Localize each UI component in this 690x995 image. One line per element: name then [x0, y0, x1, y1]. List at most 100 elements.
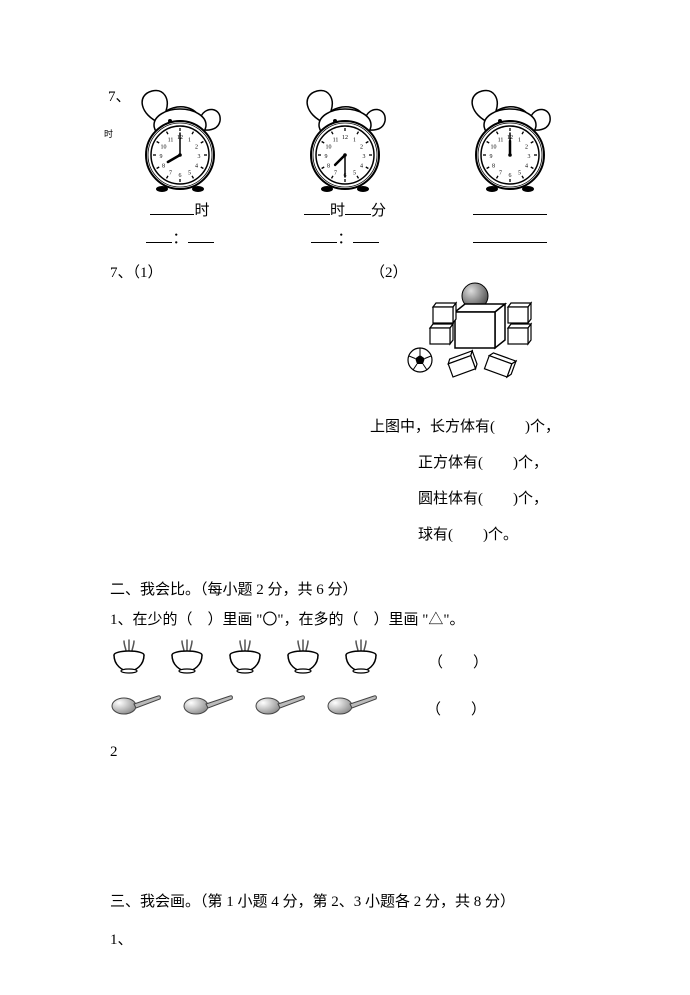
spoon-item: [326, 690, 378, 729]
paren-blank-spoons[interactable]: （ ）: [426, 695, 486, 725]
svg-text:7: 7: [334, 170, 337, 176]
svg-text:4: 4: [525, 164, 528, 170]
answer-line-1: 时: [125, 199, 235, 223]
spoon-icon: [110, 690, 162, 718]
svg-text:4: 4: [195, 164, 198, 170]
svg-text:7: 7: [499, 170, 502, 176]
bowl-item: [284, 639, 322, 686]
clock-column: 7、时 123456789101112 时：: [110, 85, 250, 251]
svg-text:10: 10: [491, 145, 497, 151]
rabbit-clock-icon: 123456789101112: [460, 85, 560, 195]
svg-text:8: 8: [327, 164, 330, 170]
svg-text:9: 9: [490, 154, 493, 160]
spoon-item: [254, 690, 306, 729]
svg-text:1: 1: [518, 138, 521, 144]
bowl-item: [342, 639, 380, 686]
shape-line-cuboid: 上图中，长方体有( )个，: [370, 409, 580, 445]
svg-text:9: 9: [325, 154, 328, 160]
bowl-icon: [342, 639, 380, 675]
robot-figure: [370, 282, 580, 397]
svg-text:3: 3: [528, 154, 531, 160]
q7b-right: （2）: [370, 261, 580, 553]
fill-blank[interactable]: [304, 200, 330, 215]
paren-blank-bowls[interactable]: （ ）: [428, 648, 488, 678]
section-2-q1: 1、在少的（ ）里画 "〇"，在多的（ ）里画 "△"。: [110, 605, 580, 635]
shape-line-cylinder: 圆柱体有( )个，: [370, 481, 580, 517]
blank-label: 时: [194, 203, 209, 219]
bowl-icon: [168, 639, 206, 675]
q7b-left: 7、（1）: [110, 261, 370, 553]
section-2-heading: 二、我会比。（每小题 2 分，共 6 分）: [110, 575, 580, 605]
fill-blank[interactable]: [188, 228, 214, 243]
svg-text:3: 3: [198, 154, 201, 160]
svg-text:12: 12: [342, 135, 348, 141]
shape-line-cube: 正方体有( )个，: [370, 445, 580, 481]
q7b-row: 7、（1） （2）: [110, 261, 580, 553]
section-2-q2-label: 2: [110, 737, 580, 767]
spoons-row: （ ）: [110, 690, 580, 729]
fill-blank[interactable]: [311, 228, 337, 243]
blank-label: 时: [330, 203, 345, 219]
svg-text:2: 2: [360, 145, 363, 151]
svg-text:1: 1: [353, 138, 356, 144]
shape-count-lines: 上图中，长方体有( )个， 正方体有( )个， 圆柱体有( )个， 球有( )个…: [370, 409, 580, 553]
rabbit-clock-icon: 123456789101112: [295, 85, 395, 195]
svg-text:8: 8: [162, 164, 165, 170]
svg-text:5: 5: [188, 170, 191, 176]
bowl-item: [168, 639, 206, 686]
q7-small-label: 时: [104, 127, 113, 140]
bowl-icon: [226, 639, 264, 675]
section-3-heading: 三、我会画。（第 1 小题 4 分，第 2、3 小题各 2 分，共 8 分）: [110, 887, 580, 917]
spoon-icon: [182, 690, 234, 718]
answer-line-2: ：: [125, 227, 235, 251]
svg-text:10: 10: [326, 145, 332, 151]
spoon-item: [110, 690, 162, 729]
robot-icon: [400, 282, 550, 392]
fill-blank[interactable]: [150, 200, 194, 215]
bowls-row: （ ）: [110, 639, 580, 686]
q7-number-label: 7、: [108, 85, 131, 106]
svg-text:8: 8: [492, 164, 495, 170]
bowl-item: [226, 639, 264, 686]
answer-line-2: [455, 227, 565, 251]
fill-blank[interactable]: [345, 200, 371, 215]
svg-text:2: 2: [525, 145, 528, 151]
q7b-label-1: 7、（1）: [110, 261, 163, 282]
blank-label: ：: [172, 231, 187, 247]
spoon-item: [182, 690, 234, 729]
blank-label: 分: [371, 203, 386, 219]
svg-text:2: 2: [195, 145, 198, 151]
blank-label: ：: [337, 231, 352, 247]
svg-text:1: 1: [188, 138, 191, 144]
svg-text:11: 11: [333, 138, 339, 144]
section-2: 二、我会比。（每小题 2 分，共 6 分） 1、在少的（ ）里画 "〇"，在多的…: [110, 575, 580, 767]
svg-text:6: 6: [179, 173, 182, 179]
q7-clocks-row: 7、时 123456789101112 时： 1234: [110, 85, 580, 251]
spoon-icon: [254, 690, 306, 718]
svg-text:6: 6: [509, 173, 512, 179]
spoon-icon: [326, 690, 378, 718]
fill-blank[interactable]: [473, 200, 547, 215]
svg-text:9: 9: [160, 154, 163, 160]
svg-text:4: 4: [360, 164, 363, 170]
bowl-icon: [110, 639, 148, 675]
fill-blank[interactable]: [473, 228, 547, 243]
svg-text:3: 3: [363, 154, 366, 160]
svg-text:11: 11: [168, 138, 174, 144]
svg-text:5: 5: [518, 170, 521, 176]
answer-line-1: [455, 199, 565, 223]
answer-line-1: 时分: [290, 199, 400, 223]
answer-line-2: ：: [290, 227, 400, 251]
q7b-label-2: （2）: [370, 261, 580, 282]
section-3: 三、我会画。（第 1 小题 4 分，第 2、3 小题各 2 分，共 8 分） 1…: [110, 887, 580, 955]
shape-line-sphere: 球有( )个。: [370, 517, 580, 553]
fill-blank[interactable]: [353, 228, 379, 243]
bowl-icon: [284, 639, 322, 675]
bowl-item: [110, 639, 148, 686]
fill-blank[interactable]: [146, 228, 172, 243]
svg-text:11: 11: [498, 138, 504, 144]
svg-text:7: 7: [169, 170, 172, 176]
rabbit-clock-icon: 123456789101112: [130, 85, 230, 195]
clock-column: 123456789101112 时分：: [275, 85, 415, 251]
svg-text:10: 10: [161, 145, 167, 151]
